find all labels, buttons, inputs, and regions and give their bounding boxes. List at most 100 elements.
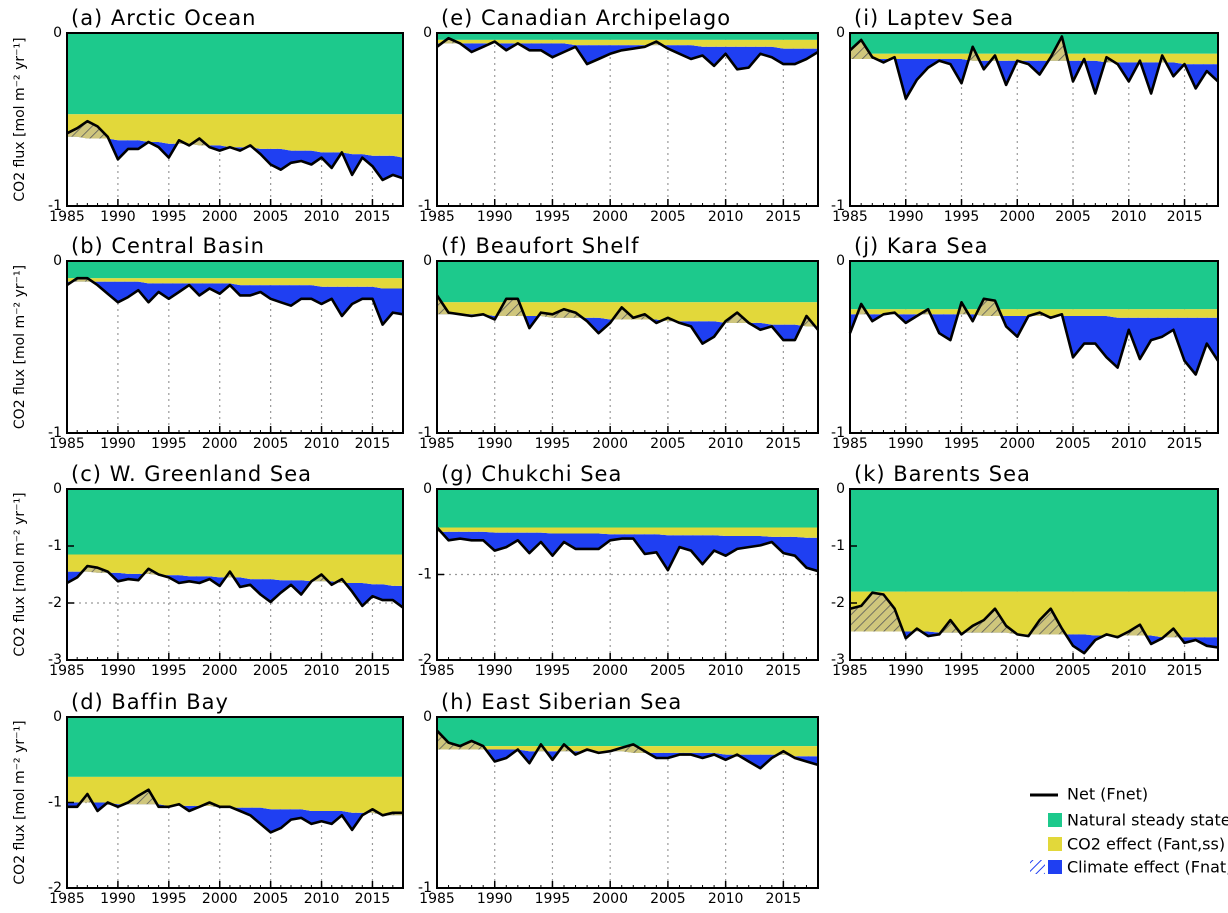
x-tick-label: 2010: [304, 436, 340, 452]
x-tick-label: 1995: [151, 891, 187, 907]
co2-area: [437, 39, 818, 49]
y-tick-label: -3: [48, 652, 62, 668]
legend-label: CO2 effect (Fant,ss): [1067, 835, 1225, 854]
y-tick-label: -1: [48, 425, 62, 441]
x-tick-label: 1990: [888, 436, 924, 452]
x-tick-label: 2015: [766, 209, 802, 225]
x-tick-label: 1985: [832, 436, 868, 452]
x-tick-label: 1985: [49, 891, 85, 907]
y-tick-label: -2: [48, 595, 62, 611]
co2-area: [437, 527, 818, 538]
y-tick-label: -1: [831, 425, 845, 441]
y-tick-label: 0: [836, 253, 845, 269]
x-tick-label: 2015: [355, 663, 391, 679]
climate-area-hatched: [67, 789, 403, 816]
x-tick-label: 1990: [477, 209, 513, 225]
natural-area: [850, 261, 1218, 310]
x-tick-label: 1985: [49, 209, 85, 225]
legend-swatch: [1048, 837, 1062, 851]
x-tick-label: 1990: [888, 209, 924, 225]
panel-title: (h) East Siberian Sea: [441, 690, 682, 714]
climate-area: [850, 314, 1218, 375]
x-tick-label: 2010: [1111, 436, 1147, 452]
panel: 1985 1990 1995 2000 2005 2010 2015 -3 -2 -1 0 (k) B…: [831, 462, 1219, 679]
x-tick-label: 2010: [708, 209, 744, 225]
y-axis-label: CO2 flux [mol m⁻² yr⁻¹]: [12, 492, 28, 656]
x-tick-label: 1985: [419, 663, 455, 679]
x-tick-label: 2005: [1055, 663, 1091, 679]
plot-frame: [436, 716, 819, 889]
y-tick-label: 0: [53, 25, 62, 41]
x-tick-label: 2015: [766, 891, 802, 907]
x-tick-label: 2010: [304, 663, 340, 679]
net-line: [66, 119, 404, 182]
x-tick-label: 1995: [535, 891, 571, 907]
panel: 1985 1990 1995 2000 2005 2010 2015 -2 -1 0 (d) Baf…: [12, 690, 404, 907]
x-tick-label: 2000: [592, 209, 628, 225]
panel-title: (k) Barents Sea: [854, 462, 1031, 486]
x-tick-label: 2015: [355, 436, 391, 452]
x-tick-label: 1995: [535, 663, 571, 679]
y-tick-label: -1: [48, 538, 62, 554]
x-tick-label: 2015: [355, 891, 391, 907]
x-tick-label: 1985: [419, 891, 455, 907]
y-axis-label: CO2 flux [mol m⁻² yr⁻¹]: [12, 720, 28, 884]
legend-hatch: [1030, 860, 1045, 874]
x-tick-label: 2005: [650, 663, 686, 679]
panel-title: (f) Beaufort Shelf: [441, 234, 640, 258]
natural-area: [67, 33, 403, 115]
x-tick-label: 2005: [253, 663, 289, 679]
y-tick-label: -1: [831, 538, 845, 554]
climate-area: [437, 43, 818, 70]
y-tick-label: -3: [831, 652, 845, 668]
x-tick-label: 2015: [766, 436, 802, 452]
panel-title: (i) Laptev Sea: [854, 6, 1014, 30]
natural-area: [67, 717, 403, 777]
panel: 1985 1990 1995 2000 2005 2010 2015 -1 0 (h) East …: [418, 690, 819, 907]
natural-area: [437, 33, 818, 40]
net-line: [67, 788, 403, 834]
plot-frame: [849, 488, 1219, 661]
x-tick-label: 1985: [419, 209, 455, 225]
x-tick-label: 2015: [1167, 436, 1203, 452]
x-tick-label: 2015: [355, 209, 391, 225]
net-line: [436, 729, 819, 770]
plot-frame: [436, 260, 819, 434]
x-tick-label: 2010: [304, 891, 340, 907]
y-tick-label: -2: [418, 652, 432, 668]
x-tick-label: 2000: [202, 891, 238, 907]
natural-area: [850, 489, 1218, 592]
plot-frame: [849, 32, 1219, 207]
legend-label: Net (Fnet): [1067, 785, 1148, 804]
x-tick-label: 2010: [708, 891, 744, 907]
x-tick-label: 1995: [151, 663, 187, 679]
x-tick-label: 2005: [253, 891, 289, 907]
x-tick-label: 2015: [1167, 663, 1203, 679]
y-tick-label: 0: [423, 253, 432, 269]
x-tick-label: 1995: [151, 436, 187, 452]
y-tick-label: -1: [48, 198, 62, 214]
climate-area-hatched: [437, 730, 818, 757]
natural-area: [437, 489, 818, 528]
x-tick-label: 2000: [999, 436, 1035, 452]
x-tick-label: 2005: [650, 436, 686, 452]
panel: 1985 1990 1995 2000 2005 2010 2015 -1 0 (e) Canad…: [418, 6, 819, 225]
net-line: [66, 276, 404, 326]
panel-title: (e) Canadian Archipelago: [441, 6, 731, 30]
panel-title: (g) Chukchi Sea: [441, 462, 622, 486]
panel: 1985 1990 1995 2000 2005 2010 2015 -1 0 (f) Beauf…: [418, 234, 819, 452]
x-tick-label: 2000: [592, 663, 628, 679]
x-tick-label: 2000: [202, 436, 238, 452]
co2-area: [67, 278, 403, 289]
net-line: [849, 591, 1219, 655]
legend-swatch: [1048, 813, 1062, 827]
co2-area: [67, 776, 403, 816]
net-line: [66, 564, 404, 609]
x-tick-label: 1990: [100, 209, 136, 225]
panel: 1985 1990 1995 2000 2005 2010 2015 -2 -1 0 (g) Chu…: [418, 462, 819, 679]
panel-title: (d) Baffin Bay: [71, 690, 229, 714]
legend: Net (Fnet) Natural steady state (Fnat,ss)…: [1030, 785, 1228, 877]
panel: 1985 1990 1995 2000 2005 2010 2015 -1 0 (j) Kara …: [831, 234, 1220, 452]
x-tick-label: 2000: [592, 436, 628, 452]
